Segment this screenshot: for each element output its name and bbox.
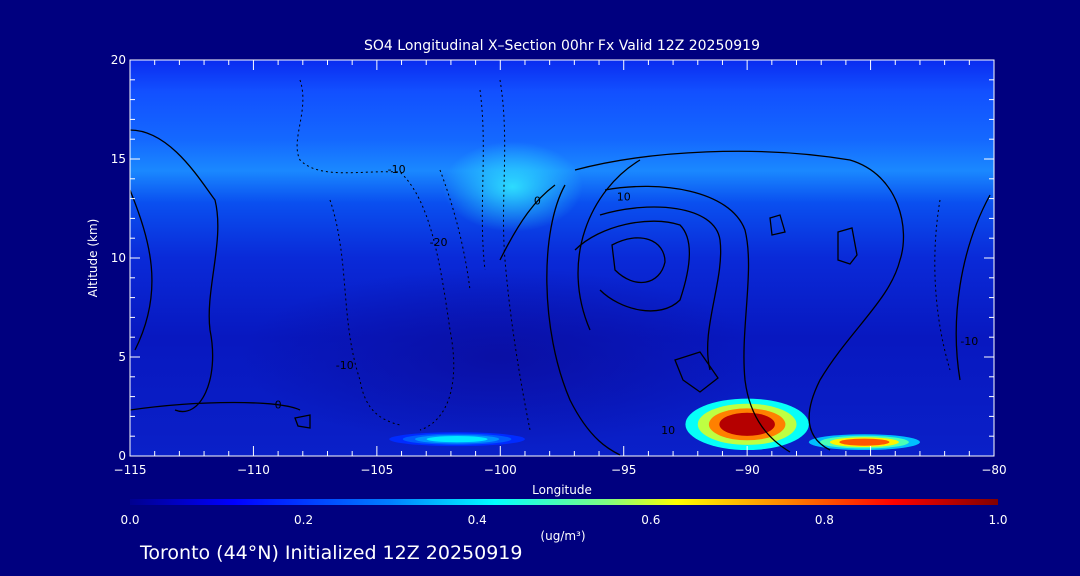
contour-label-3: 0 [275, 398, 282, 411]
contour-line-solid-9 [769, 214, 786, 236]
colorbar-tick-label-3: 0.6 [641, 513, 660, 527]
contour-line-dashed-2 [499, 79, 531, 431]
contour-label-7: -10 [960, 335, 978, 348]
x-tick-label-6: −85 [858, 463, 883, 477]
colorbar-tick-label-4: 0.8 [815, 513, 834, 527]
contour-labels: -10 -20 -10 0 0 10 10 -10 [275, 163, 979, 437]
contour-line-dashed-3 [479, 89, 486, 271]
y-axis-label: Altitude (km) [86, 219, 100, 298]
contour-line-solid-1 [546, 184, 621, 456]
contour-line-solid-11 [130, 189, 153, 351]
x-tick-label-2: −105 [360, 463, 393, 477]
x-tick-label-3: −100 [484, 463, 517, 477]
contour-label-4: 0 [534, 195, 541, 208]
y-tick-label-4: 20 [111, 53, 126, 67]
x-tick-label-7: −80 [981, 463, 1006, 477]
contour-line-solid-12 [130, 401, 301, 411]
x-tick-label-1: −110 [237, 463, 270, 477]
contour-line-solid-0 [574, 150, 905, 451]
contour-lines [130, 79, 991, 456]
high-concentration-region-1-layer-3 [839, 438, 890, 446]
x-tick-label-0: −115 [114, 463, 147, 477]
y-axis: 0 5 10 15 20 [111, 53, 994, 463]
contour-line-solid-2 [577, 159, 641, 331]
contour-label-2: -10 [336, 359, 354, 372]
x-axis-label: Longitude [532, 483, 592, 497]
upper-plume [442, 141, 583, 232]
contour-line-solid-6 [611, 237, 666, 284]
colorbar-tick-label-1: 0.2 [294, 513, 313, 527]
high-concentration-region-2-layer-3 [426, 436, 488, 443]
contour-line-solid-4 [599, 206, 722, 371]
contour-label-6: 10 [661, 424, 675, 437]
colorbar-ticks: 0.0 0.2 0.4 0.6 0.8 1.0 [120, 513, 1007, 527]
contour-line-solid-3 [604, 185, 791, 453]
y-tick-label-2: 10 [111, 251, 126, 265]
contour-line-solid-7 [674, 351, 719, 393]
low-concentration-region [240, 267, 761, 447]
x-axis: −115 −110 −105 −100 −95 −90 −85 −80 [114, 60, 1007, 477]
plot-area: -10 -20 -10 0 0 10 10 -10 [130, 60, 994, 456]
y-tick-label-3: 15 [111, 152, 126, 166]
contour-line-solid-5 [574, 220, 691, 312]
contour-line-solid-14 [294, 414, 311, 429]
colorbar-unit-label: (ug/m³) [540, 529, 585, 543]
x-tick-label-5: −90 [734, 463, 759, 477]
y-tick-label-1: 5 [118, 350, 126, 364]
x-tick-label-4: −95 [611, 463, 636, 477]
contour-line-solid-15 [955, 194, 991, 381]
colorbar-tick-label-5: 1.0 [988, 513, 1007, 527]
colorbar-tick-label-2: 0.4 [468, 513, 487, 527]
high-concentration-regions [389, 398, 920, 451]
contour-line-dashed-5 [934, 199, 951, 371]
footer-caption: Toronto (44°N) Initialized 12Z 20250919 [140, 542, 523, 564]
contour-line-solid-8 [837, 227, 858, 265]
colorbar-tick-label-0: 0.0 [120, 513, 139, 527]
contour-line-solid-13 [499, 184, 556, 261]
high-concentration-region-0-layer-3 [719, 412, 775, 436]
chart-title: SO4 Longitudinal X–Section 00hr Fx Valid… [364, 38, 760, 54]
contour-line-dashed-1 [439, 169, 471, 291]
y-tick-label-0: 0 [118, 449, 126, 463]
contour-label-5: 10 [617, 191, 631, 204]
contour-label-1: -20 [430, 236, 448, 249]
contour-line-dashed-4 [329, 199, 401, 426]
contour-line-solid-10 [130, 129, 219, 413]
colorbar [130, 499, 998, 505]
contour-label-0: -10 [388, 163, 406, 176]
contour-line-dashed-0 [296, 79, 455, 431]
